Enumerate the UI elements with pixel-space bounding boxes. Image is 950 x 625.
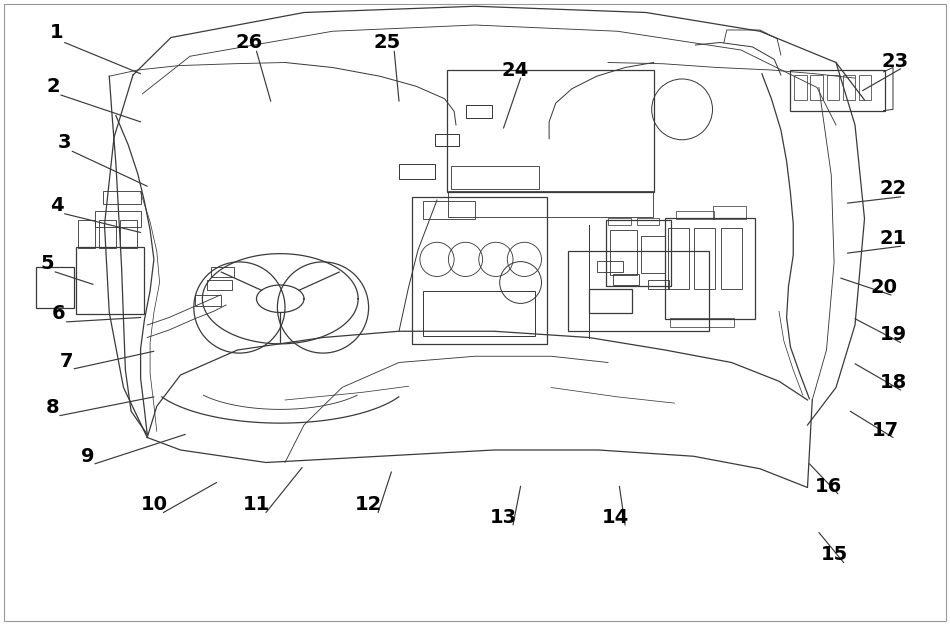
Bar [670, 318, 734, 327]
Bar [446, 70, 654, 192]
Bar [597, 261, 623, 272]
Bar [95, 211, 141, 227]
Text: 13: 13 [490, 508, 517, 527]
Bar [648, 280, 669, 289]
Bar [790, 70, 885, 111]
Bar [423, 201, 475, 219]
Bar [676, 211, 714, 219]
Text: 19: 19 [880, 325, 906, 344]
Bar [843, 75, 855, 100]
Text: 4: 4 [50, 196, 64, 214]
Bar [435, 134, 459, 146]
Bar [794, 75, 807, 100]
Bar [606, 220, 671, 286]
Text: 3: 3 [58, 133, 71, 152]
Text: 14: 14 [602, 508, 629, 527]
Text: 20: 20 [870, 278, 897, 297]
Text: 7: 7 [60, 352, 73, 371]
Bar [636, 217, 659, 225]
Text: 25: 25 [374, 33, 401, 52]
Bar [712, 206, 746, 219]
Bar [207, 280, 232, 290]
Bar [859, 75, 871, 100]
Bar [613, 274, 639, 285]
Bar [668, 228, 689, 289]
Text: 1: 1 [50, 23, 64, 42]
Bar [76, 247, 144, 314]
Bar [36, 268, 74, 308]
Text: 8: 8 [46, 398, 59, 417]
Bar [423, 291, 535, 336]
Text: 15: 15 [821, 546, 847, 564]
Text: 18: 18 [880, 373, 906, 392]
Bar [120, 220, 137, 248]
Bar [99, 220, 116, 248]
Bar [103, 191, 141, 204]
Bar [211, 268, 234, 277]
Text: 26: 26 [236, 33, 262, 52]
Bar [451, 166, 539, 189]
Text: 23: 23 [882, 52, 908, 71]
Text: 12: 12 [355, 496, 382, 514]
Bar [412, 197, 547, 344]
Bar [694, 228, 715, 289]
Text: 17: 17 [872, 421, 899, 439]
Text: 16: 16 [815, 477, 842, 496]
Bar [608, 217, 631, 225]
Text: 5: 5 [41, 254, 54, 273]
Bar [78, 220, 95, 248]
Text: 24: 24 [502, 61, 528, 79]
Bar [721, 228, 742, 289]
Text: 6: 6 [52, 304, 66, 323]
Bar [466, 105, 492, 118]
Text: 9: 9 [81, 447, 94, 466]
Bar [610, 230, 636, 275]
Bar [399, 164, 435, 179]
Bar [589, 289, 632, 312]
Bar [810, 75, 823, 100]
Bar [195, 295, 221, 306]
Bar [641, 236, 665, 272]
Text: 11: 11 [243, 496, 270, 514]
Text: 10: 10 [141, 496, 167, 514]
Bar [826, 75, 839, 100]
Text: 21: 21 [880, 229, 906, 248]
Bar [568, 251, 709, 331]
Bar [448, 191, 653, 217]
Text: 22: 22 [880, 179, 906, 198]
Text: 2: 2 [47, 77, 60, 96]
Bar [665, 217, 755, 319]
